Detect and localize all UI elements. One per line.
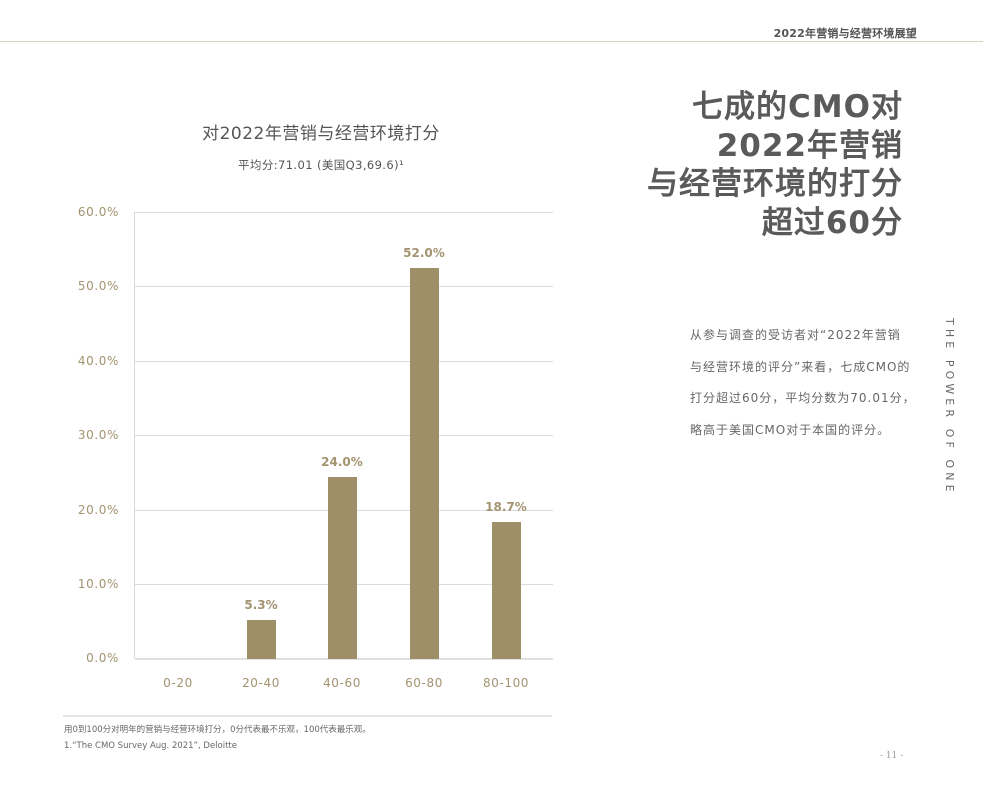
page-number: - 11 - xyxy=(880,751,904,761)
bar-40-60 xyxy=(328,477,357,659)
bar-value-label: 5.3% xyxy=(244,598,278,612)
x-tick-label: 80-100 xyxy=(482,676,530,690)
footnote-source: 1.“The CMO Survey Aug. 2021”, Deloitte xyxy=(64,741,237,751)
gridline-40 xyxy=(135,361,553,362)
x-tick-label: 0-20 xyxy=(163,676,193,690)
side-vertical-label: THE POWER OF ONE xyxy=(943,318,956,496)
headline-line: 与经营环境的打分 xyxy=(647,166,903,202)
headline-line: 2022年营销 xyxy=(716,127,903,164)
bar-value-label: 52.0% xyxy=(403,246,445,260)
y-tick-label: 0.0% xyxy=(86,651,119,665)
bar-60-80 xyxy=(410,268,439,659)
bar-value-label: 24.0% xyxy=(321,455,363,469)
x-axis-line xyxy=(135,658,553,660)
y-tick-label: 30.0% xyxy=(77,428,119,442)
bar-80-100 xyxy=(492,522,521,659)
y-tick-label: 10.0% xyxy=(77,577,119,591)
gridline-60 xyxy=(135,212,553,213)
body-line: 与经营环境的评分”来看，七成CMO的 xyxy=(690,359,911,374)
headline-line: 七成的CMO对 xyxy=(692,89,903,125)
headline: 七成的CMO对 2022年营销 与经营环境的打分 超过60分 xyxy=(647,88,903,242)
y-tick-label: 50.0% xyxy=(77,279,119,293)
body-line: 从参与调查的受访者对“2022年营销 xyxy=(690,328,901,342)
gridline-30 xyxy=(135,435,553,436)
chart-subtitle: 平均分:71.01 (美国Q3,69.6)¹ xyxy=(238,158,404,172)
y-tick-label: 20.0% xyxy=(77,503,119,517)
footer-divider xyxy=(63,715,552,717)
footnote-scale: 用0到100分对明年的营销与经营环境打分，0分代表最不乐观，100代表最乐观。 xyxy=(64,725,371,735)
gridline-50 xyxy=(135,286,553,287)
bar-20-40 xyxy=(247,620,276,659)
x-tick-label: 40-60 xyxy=(323,676,361,690)
body-line: 打分超过60分，平均分数为70.01分， xyxy=(690,391,916,405)
chart-title: 对2022年营销与经营环境打分 xyxy=(202,124,440,144)
x-tick-label: 20-40 xyxy=(242,676,280,690)
headline-line: 超过60分 xyxy=(761,204,903,241)
y-tick-label: 40.0% xyxy=(77,354,119,368)
body-line: 略高于美国CMO对于本国的评分。 xyxy=(690,422,891,437)
y-tick-label: 60.0% xyxy=(77,205,119,219)
page-header-title: 2022年营销与经营环境展望 xyxy=(773,27,917,40)
body-paragraph: 从参与调查的受访者对“2022年营销 与经营环境的评分”来看，七成CMO的 打分… xyxy=(690,320,920,446)
header-divider xyxy=(0,41,983,42)
bar-value-label: 18.7% xyxy=(485,500,527,514)
x-tick-label: 60-80 xyxy=(405,676,443,690)
